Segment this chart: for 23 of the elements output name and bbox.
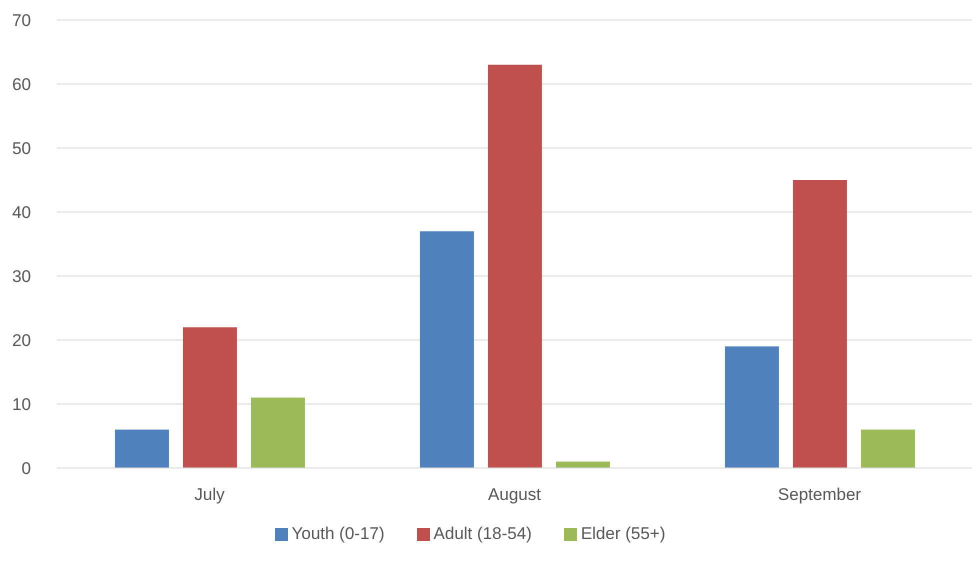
- y-tick-label: 20: [12, 331, 31, 350]
- legend-label: Elder (55+): [580, 524, 666, 543]
- bar: [420, 231, 474, 468]
- bar: [724, 346, 779, 468]
- bar: [182, 327, 237, 468]
- x-tick-label: September: [778, 485, 862, 504]
- x-tick-label: August: [488, 485, 542, 504]
- y-tick-label: 70: [12, 11, 31, 30]
- bar: [250, 398, 305, 468]
- bar: [556, 462, 610, 468]
- bar: [860, 430, 915, 468]
- y-tick-label: 40: [12, 203, 31, 222]
- x-tick-label: July: [194, 485, 226, 504]
- bar: [488, 64, 542, 468]
- y-tick-label: 0: [22, 459, 31, 478]
- legend-label: Adult (18-54): [434, 524, 532, 543]
- bar: [114, 430, 169, 468]
- y-tick-label: 50: [12, 139, 31, 158]
- legend-label: Youth (0-17): [292, 524, 385, 543]
- y-tick-label: 10: [12, 395, 31, 414]
- y-tick-label: 30: [12, 267, 31, 286]
- bar: [792, 180, 847, 468]
- y-tick-label: 60: [12, 75, 31, 94]
